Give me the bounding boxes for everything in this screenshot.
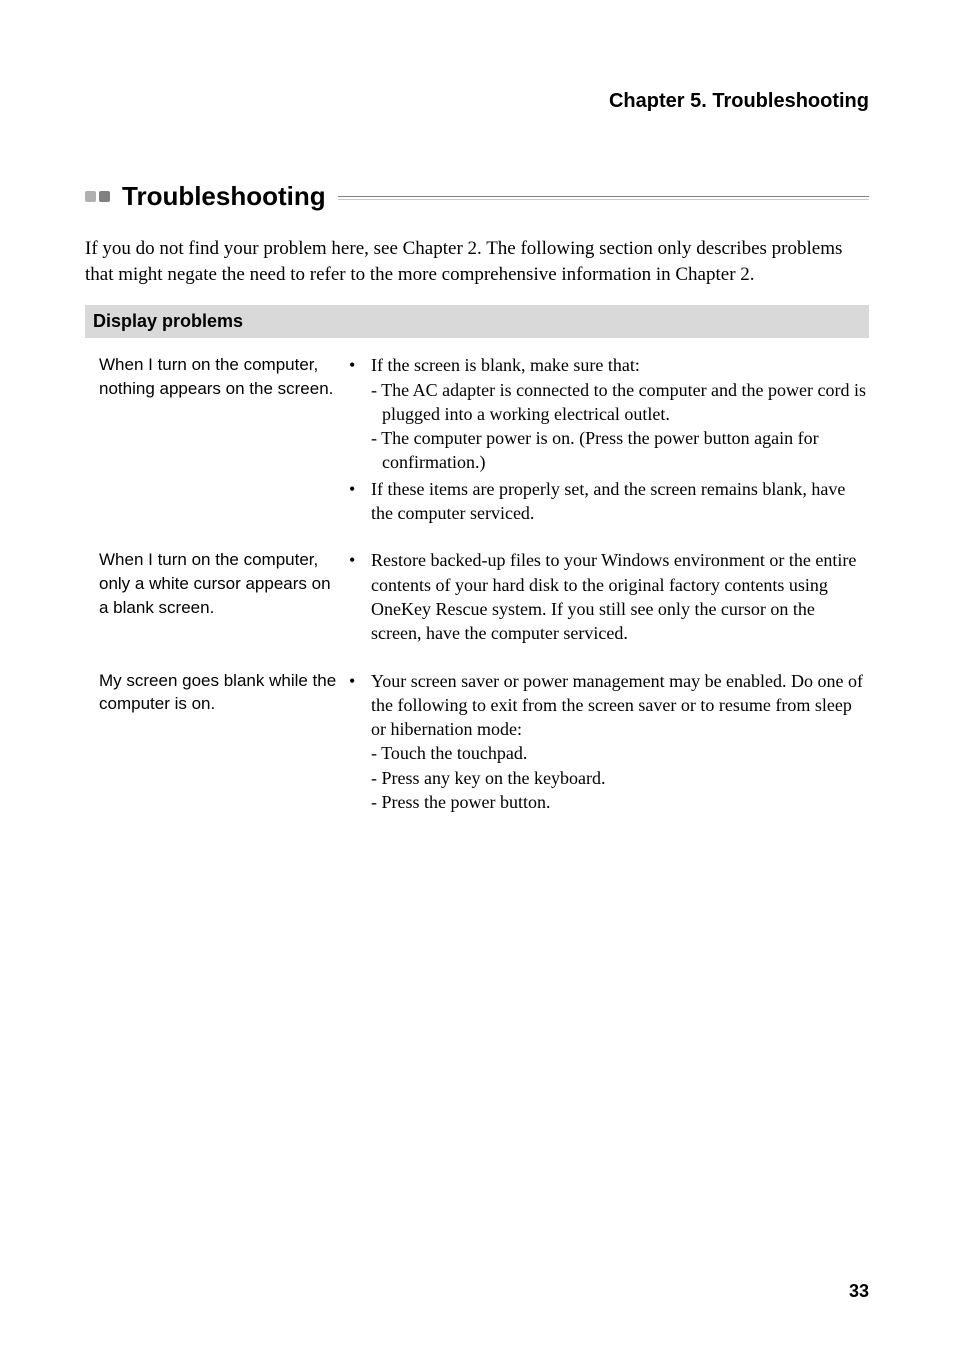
section-title-row: Troubleshooting	[85, 181, 869, 212]
solution-text: Your screen saver or power management ma…	[371, 669, 869, 815]
solution-item: • If these items are properly set, and t…	[349, 477, 869, 526]
section-divider	[338, 196, 869, 197]
solution-text: If the screen is blank, make sure that: …	[371, 353, 869, 474]
bullet-icon: •	[349, 353, 371, 474]
solution-cell: • Restore backed-up files to your Window…	[349, 548, 869, 647]
solution-item: • If the screen is blank, make sure that…	[349, 353, 869, 474]
category-header: Display problems	[85, 305, 869, 338]
solution-item: • Restore backed-up files to your Window…	[349, 548, 869, 645]
solution-text: If these items are properly set, and the…	[371, 477, 869, 526]
bullet-icon: •	[349, 477, 371, 526]
solution-cell: • If the screen is blank, make sure that…	[349, 353, 869, 527]
bullet-decorator-icon	[99, 191, 110, 202]
solution-sub: - The computer power is on. (Press the p…	[382, 426, 869, 475]
bullet-decorator-icon	[85, 191, 96, 202]
page-number: 33	[849, 1281, 869, 1302]
solution-text: Restore backed-up files to your Windows …	[371, 548, 869, 645]
section-bullets	[85, 191, 110, 202]
problem-table: When I turn on the computer, nothing app…	[85, 346, 869, 830]
solution-sub: - The AC adapter is connected to the com…	[382, 378, 869, 427]
solution-main: If the screen is blank, make sure that:	[371, 355, 640, 375]
intro-paragraph: If you do not find your problem here, se…	[85, 236, 869, 287]
solution-sub: - Press any key on the keyboard.	[382, 766, 869, 790]
table-row: My screen goes blank while the computer …	[85, 662, 869, 831]
solution-main: Your screen saver or power management ma…	[371, 671, 863, 740]
chapter-header: Chapter 5. Troubleshooting	[85, 90, 869, 113]
table-row: When I turn on the computer, only a whit…	[85, 541, 869, 661]
section-title: Troubleshooting	[122, 181, 326, 212]
problem-text: When I turn on the computer, nothing app…	[99, 353, 349, 401]
solution-cell: • Your screen saver or power management …	[349, 669, 869, 817]
solution-sub: - Touch the touchpad.	[382, 741, 869, 765]
bullet-icon: •	[349, 548, 371, 645]
problem-text: When I turn on the computer, only a whit…	[99, 548, 349, 619]
problem-text: My screen goes blank while the computer …	[99, 669, 349, 717]
bullet-icon: •	[349, 669, 371, 815]
table-row: When I turn on the computer, nothing app…	[85, 346, 869, 541]
solution-item: • Your screen saver or power management …	[349, 669, 869, 815]
solution-sub: - Press the power button.	[382, 790, 869, 814]
